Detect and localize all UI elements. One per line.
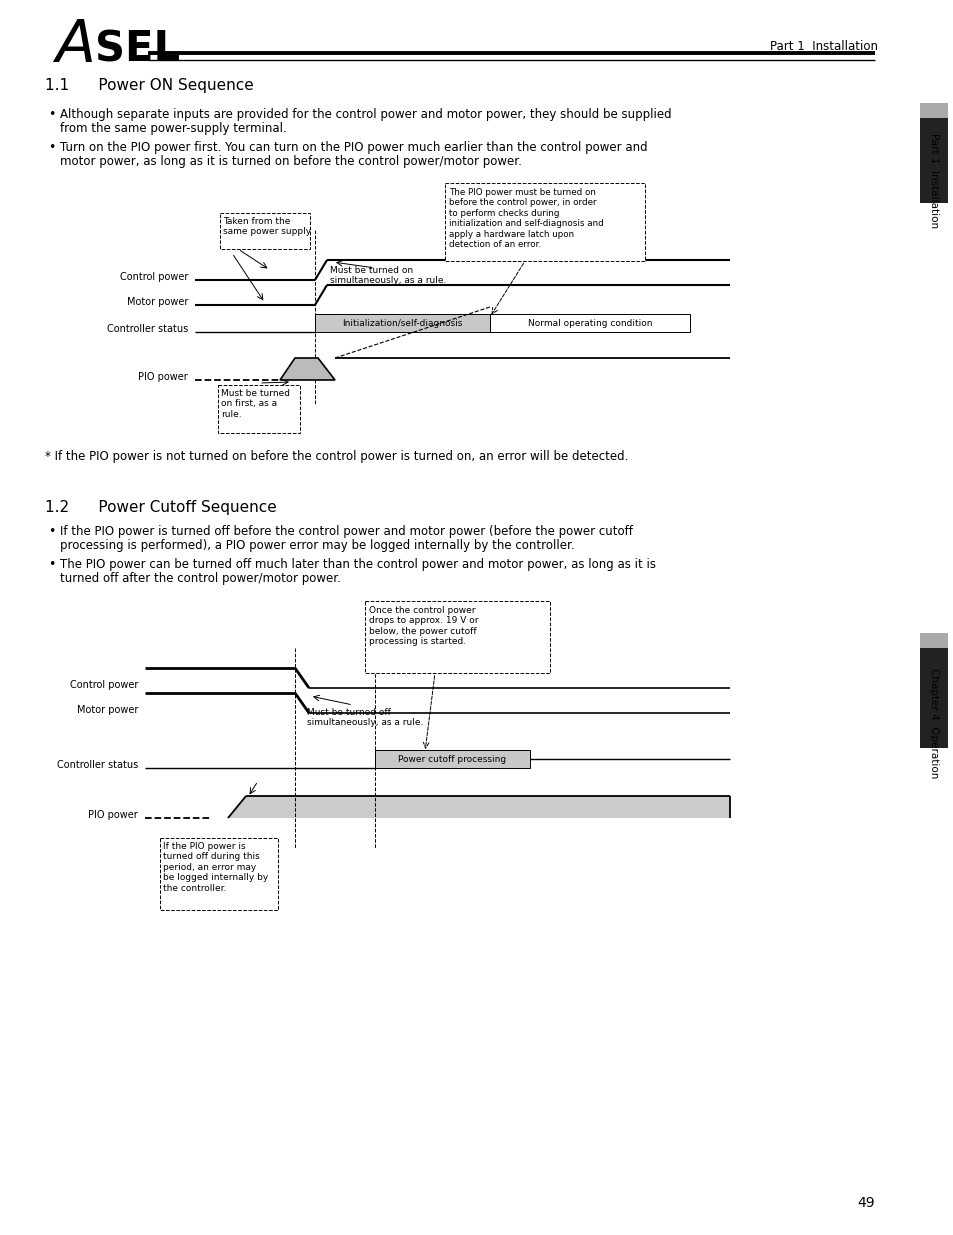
Text: turned off after the control power/motor power.: turned off after the control power/motor… <box>60 572 340 585</box>
Text: If the PIO power is
turned off during this
period, an error may
be logged intern: If the PIO power is turned off during th… <box>163 842 268 893</box>
Text: Must be turned on
simultaneously, as a rule.: Must be turned on simultaneously, as a r… <box>330 266 446 285</box>
Text: Part 1  Installation: Part 1 Installation <box>769 41 877 53</box>
Text: If the PIO power is turned off before the control power and motor power (before : If the PIO power is turned off before th… <box>60 525 632 538</box>
Bar <box>375 750 530 768</box>
Text: processing is performed), a PIO power error may be logged internally by the cont: processing is performed), a PIO power er… <box>60 538 574 552</box>
Text: Turn on the PIO power first. You can turn on the PIO power much earlier than the: Turn on the PIO power first. You can tur… <box>60 141 647 154</box>
Text: Normal operating condition: Normal operating condition <box>527 319 652 327</box>
Text: Part 1  Installation: Part 1 Installation <box>928 133 938 228</box>
Bar <box>365 601 550 673</box>
Text: The PIO power can be turned off much later than the control power and motor powe: The PIO power can be turned off much lat… <box>60 558 656 571</box>
Text: Controller status: Controller status <box>107 324 188 333</box>
Bar <box>218 385 299 433</box>
Text: Must be turned off
simultaneously, as a rule.: Must be turned off simultaneously, as a … <box>307 708 423 727</box>
Text: PIO power: PIO power <box>89 810 138 820</box>
Text: •: • <box>48 141 55 154</box>
Text: * If the PIO power is not turned on before the control power is turned on, an er: * If the PIO power is not turned on befo… <box>45 450 628 463</box>
Text: Once the control power
drops to approx. 19 V or
below, the power cutoff
processi: Once the control power drops to approx. … <box>369 606 478 646</box>
Text: Controller status: Controller status <box>56 760 138 769</box>
Bar <box>919 103 947 119</box>
Bar <box>919 648 947 748</box>
Bar <box>919 634 947 648</box>
Text: Taken from the
same power supply: Taken from the same power supply <box>223 217 311 236</box>
Text: Must be turned
on first, as a
rule.: Must be turned on first, as a rule. <box>221 389 290 419</box>
Text: The PIO power must be turned on
before the control power, in order
to perform ch: The PIO power must be turned on before t… <box>449 188 603 249</box>
Text: 1.2      Power Cutoff Sequence: 1.2 Power Cutoff Sequence <box>45 500 276 515</box>
Text: •: • <box>48 525 55 538</box>
Text: $\mathit{A}$: $\mathit{A}$ <box>52 19 93 74</box>
Bar <box>220 212 310 249</box>
Text: •: • <box>48 107 55 121</box>
Text: 49: 49 <box>857 1195 874 1210</box>
Bar <box>919 119 947 203</box>
Text: from the same power-supply terminal.: from the same power-supply terminal. <box>60 122 287 135</box>
Polygon shape <box>228 797 729 818</box>
Text: Chapter 4  Operation: Chapter 4 Operation <box>928 668 938 778</box>
Bar <box>490 314 689 332</box>
Text: Control power: Control power <box>70 680 138 690</box>
Text: Motor power: Motor power <box>127 296 188 308</box>
Polygon shape <box>280 358 335 380</box>
Text: SEL: SEL <box>95 28 180 70</box>
Bar <box>444 183 644 261</box>
Text: motor power, as long as it is turned on before the control power/motor power.: motor power, as long as it is turned on … <box>60 156 521 168</box>
Bar <box>160 839 277 910</box>
Text: 1.1      Power ON Sequence: 1.1 Power ON Sequence <box>45 78 253 93</box>
Text: Initialization/self-diagnosis: Initialization/self-diagnosis <box>342 319 462 327</box>
Text: Motor power: Motor power <box>76 705 138 715</box>
Text: PIO power: PIO power <box>138 372 188 382</box>
Text: Control power: Control power <box>119 272 188 282</box>
Text: Power cutoff processing: Power cutoff processing <box>398 755 506 763</box>
Text: •: • <box>48 558 55 571</box>
Bar <box>314 314 490 332</box>
Text: Although separate inputs are provided for the control power and motor power, the: Although separate inputs are provided fo… <box>60 107 671 121</box>
